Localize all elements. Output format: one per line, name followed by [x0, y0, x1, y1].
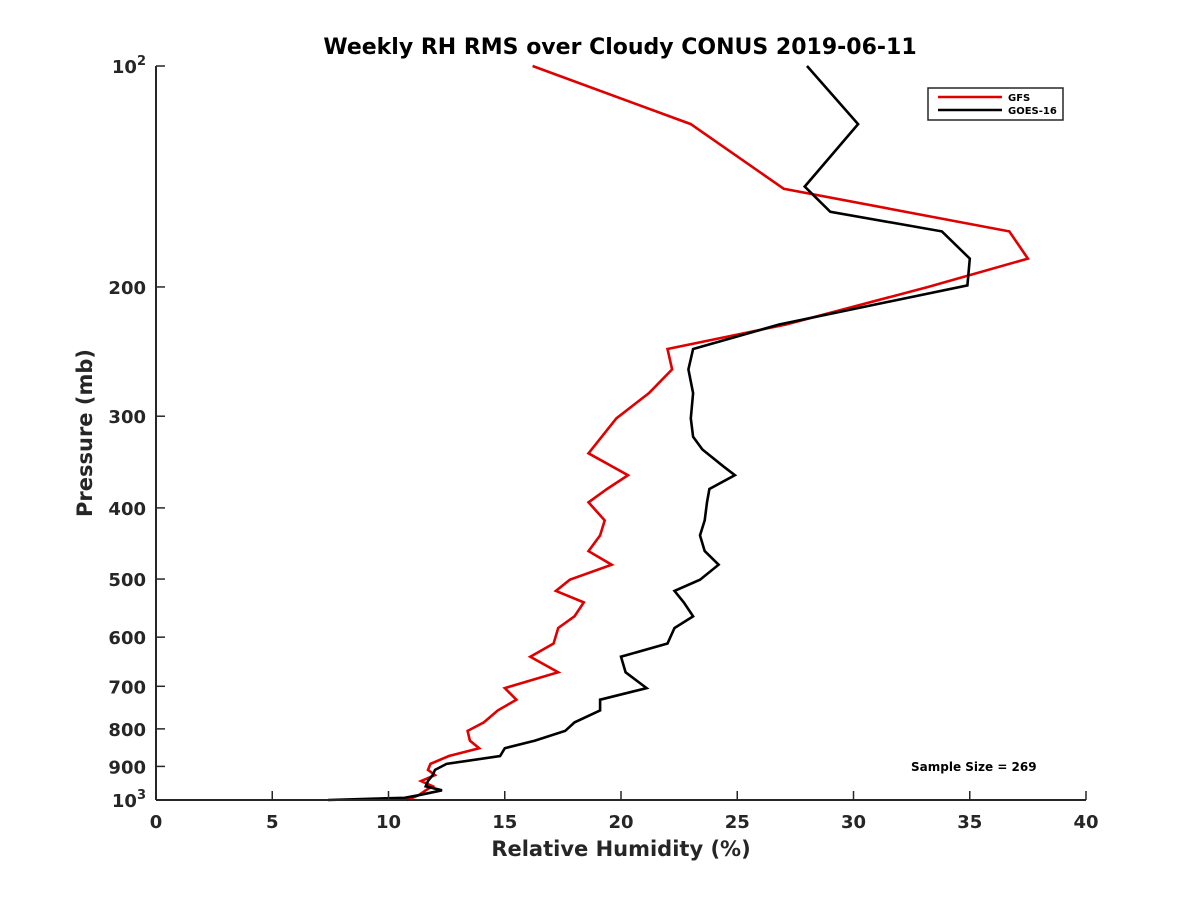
- x-tick-label: 25: [725, 812, 750, 833]
- x-tick-label: 40: [1073, 812, 1098, 833]
- y-tick-label: 700: [108, 677, 146, 698]
- y-tick-label: 400: [108, 499, 146, 520]
- x-axis-label: Relative Humidity (%): [491, 837, 750, 861]
- x-tick-label: 20: [608, 812, 633, 833]
- legend-label-goes-16: GOES-16: [1008, 106, 1057, 117]
- y-axis-label: Pressure (mb): [73, 349, 97, 517]
- y-tick-label: 200: [108, 278, 146, 299]
- y-tick-label: 900: [108, 757, 146, 778]
- x-tick-label: 10: [376, 812, 401, 833]
- y-tick-label: 600: [108, 628, 146, 649]
- y-tick-label: 500: [108, 570, 146, 591]
- legend-label-gfs: GFS: [1008, 93, 1030, 104]
- y-tick-label: 102: [112, 54, 146, 78]
- y-tick-label: 800: [108, 720, 146, 741]
- x-tick-label: 15: [492, 812, 517, 833]
- legend: GFS GOES-16: [927, 87, 1064, 121]
- x-tick-label: 35: [957, 812, 982, 833]
- y-axis-ticks: 102 200 300 400 500 600 700 800 900 103: [108, 54, 165, 812]
- x-tick-label: 5: [266, 812, 279, 833]
- legend-box: [927, 87, 1064, 121]
- x-tick-label: 30: [841, 812, 866, 833]
- y-tick-label: 300: [108, 407, 146, 428]
- sample-size-annotation: Sample Size = 269: [911, 760, 1037, 774]
- chart-title: Weekly RH RMS over Cloudy CONUS 2019-06-…: [323, 35, 916, 60]
- series-line-goes-16: [328, 65, 972, 802]
- x-tick-label: 0: [150, 812, 163, 833]
- y-tick-label: 103: [112, 788, 146, 812]
- series-line-gfs: [406, 64, 1030, 802]
- x-axis-ticks: 0 5 10 15 20 25 30 35 40: [150, 791, 1099, 833]
- series-layer: [328, 64, 1030, 802]
